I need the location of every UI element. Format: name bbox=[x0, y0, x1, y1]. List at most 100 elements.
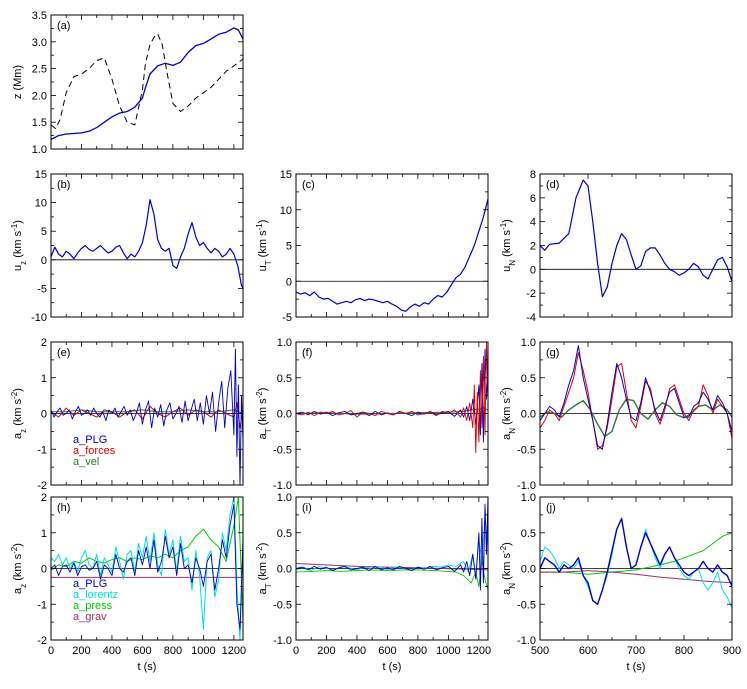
panel-label: (h) bbox=[57, 502, 70, 514]
legend-entry: a_PLG bbox=[73, 434, 107, 446]
x-tick-label: 800 bbox=[164, 645, 182, 657]
series-line-d-0 bbox=[540, 179, 732, 298]
y-tick-label: 1.5 bbox=[32, 117, 47, 129]
y-tick-label: 4 bbox=[530, 217, 536, 229]
legend-entry: a_PLG bbox=[73, 578, 107, 590]
x-tick-label: 1000 bbox=[191, 645, 215, 657]
y-tick-label: -1.0 bbox=[273, 635, 292, 647]
y-axis-title: uN (km s-1) bbox=[499, 219, 517, 272]
y-tick-label: 1.0 bbox=[521, 337, 536, 349]
y-tick-label: 3.5 bbox=[32, 10, 47, 22]
panel-b: -10 -5 0 5 10 15 uz (km s-1) (b) bbox=[10, 169, 244, 324]
series-line-h-3 bbox=[51, 503, 243, 630]
series-line-j-1 bbox=[540, 570, 732, 584]
x-axis-title: t (s) bbox=[138, 661, 157, 673]
panel-label: (e) bbox=[57, 347, 70, 359]
y-tick-label: 15 bbox=[280, 169, 292, 181]
legend-entry: a_grav bbox=[73, 611, 107, 623]
y-tick-label: 15 bbox=[35, 169, 47, 181]
panel-label: (a) bbox=[57, 20, 70, 32]
y-tick-label: -1 bbox=[37, 599, 47, 611]
y-tick-label: 2 bbox=[41, 492, 47, 504]
series-line-e-2 bbox=[51, 348, 243, 485]
y-tick-label: 5 bbox=[41, 226, 47, 238]
y-tick-label: -5 bbox=[37, 283, 47, 295]
y-tick-label: -1.0 bbox=[517, 480, 536, 492]
legend-entry: a_press bbox=[73, 600, 113, 612]
series-line-c-0 bbox=[296, 198, 488, 312]
y-tick-label: -4 bbox=[526, 312, 536, 324]
x-tick-label: 0 bbox=[293, 645, 299, 657]
y-axis-title: aT (km s-2) bbox=[255, 543, 273, 595]
y-axis-title: uz (km s-1) bbox=[10, 220, 28, 271]
y-tick-label: 0.0 bbox=[521, 409, 536, 421]
x-tick-label: 600 bbox=[378, 645, 396, 657]
x-tick-label: 600 bbox=[579, 645, 597, 657]
y-tick-label: -10 bbox=[31, 312, 47, 324]
series-line-g-1 bbox=[540, 352, 732, 450]
legend-entry: a_forces bbox=[73, 445, 116, 457]
x-tick-label: 800 bbox=[675, 645, 693, 657]
y-tick-label: 0.5 bbox=[277, 528, 292, 540]
y-tick-label: 0 bbox=[41, 409, 47, 421]
y-tick-label: 0.0 bbox=[277, 564, 292, 576]
series-line-f-1 bbox=[296, 348, 488, 443]
legend-entry: a_lorentz bbox=[73, 589, 118, 601]
y-tick-label: 0.5 bbox=[521, 528, 536, 540]
panel-label: (j) bbox=[546, 502, 556, 514]
y-tick-label: 0 bbox=[41, 564, 47, 576]
y-tick-label: 1.0 bbox=[277, 337, 292, 349]
panel-label: (d) bbox=[546, 179, 559, 191]
plot-frame bbox=[539, 173, 733, 318]
y-tick-label: 0 bbox=[41, 255, 47, 267]
y-axis-title: z (Mm) bbox=[12, 65, 24, 99]
y-axis-title: uT (km s-1) bbox=[255, 220, 273, 272]
series-line-b-0 bbox=[51, 199, 243, 289]
y-tick-label: -0.5 bbox=[273, 599, 292, 611]
series-line-h-1 bbox=[51, 497, 243, 623]
y-tick-label: 1 bbox=[41, 528, 47, 540]
y-tick-label: 0.5 bbox=[277, 373, 292, 385]
y-tick-label: -1.0 bbox=[517, 635, 536, 647]
panel-j: 500 600 700 800 900 t (s) -1.0 -0.5 0.0 0.5 1.0 aN … bbox=[499, 492, 742, 673]
y-tick-label: -1.0 bbox=[273, 480, 292, 492]
panel-label: (c) bbox=[302, 179, 315, 191]
series-line-j-3 bbox=[540, 517, 732, 605]
y-tick-label: 1.0 bbox=[277, 492, 292, 504]
y-tick-label: -2 bbox=[37, 480, 47, 492]
panel-label: (b) bbox=[57, 179, 70, 191]
panel-f: -1.0 -0.5 0.0 0.5 1.0 aT (km s-2) (f) bbox=[255, 337, 489, 492]
y-tick-label: -0.5 bbox=[273, 444, 292, 456]
legend-entry: a_vel bbox=[73, 456, 99, 468]
series-line-g-0 bbox=[540, 398, 732, 438]
x-tick-label: 800 bbox=[409, 645, 427, 657]
y-tick-label: 5 bbox=[286, 241, 292, 253]
panel-label: (g) bbox=[546, 347, 559, 359]
series-line-f-0 bbox=[296, 407, 488, 415]
y-tick-label: 3.0 bbox=[32, 37, 47, 49]
x-axis-title: t (s) bbox=[627, 661, 646, 673]
y-tick-label: 6 bbox=[530, 193, 536, 205]
y-tick-label: -2 bbox=[37, 635, 47, 647]
y-tick-label: 0.5 bbox=[521, 373, 536, 385]
x-tick-label: 600 bbox=[133, 645, 151, 657]
y-tick-label: 8 bbox=[530, 169, 536, 181]
y-tick-label: 2 bbox=[530, 241, 536, 253]
y-tick-label: 2.5 bbox=[32, 64, 47, 76]
y-axis-title: aN (km s-2) bbox=[499, 542, 517, 595]
y-tick-label: 1.0 bbox=[521, 492, 536, 504]
series-line-f-2 bbox=[296, 342, 488, 454]
x-tick-label: 700 bbox=[627, 645, 645, 657]
y-tick-label: 10 bbox=[35, 198, 47, 210]
y-axis-title: az (km s-2) bbox=[10, 543, 28, 594]
x-tick-label: 0 bbox=[48, 645, 54, 657]
y-tick-label: -2 bbox=[526, 288, 536, 300]
plot-frame bbox=[50, 173, 244, 318]
panel-d: -4 -2 0 2 4 6 8 uN (km s-1) (d) bbox=[499, 169, 733, 324]
series-line-a-1 bbox=[51, 33, 243, 130]
y-tick-label: -5 bbox=[282, 312, 292, 324]
y-axis-title: aT (km s-2) bbox=[255, 388, 273, 440]
y-tick-label: 2 bbox=[41, 337, 47, 349]
panel-a: 1.0 1.5 2.0 2.5 3.0 3.5 z (Mm) (a) bbox=[12, 10, 244, 156]
